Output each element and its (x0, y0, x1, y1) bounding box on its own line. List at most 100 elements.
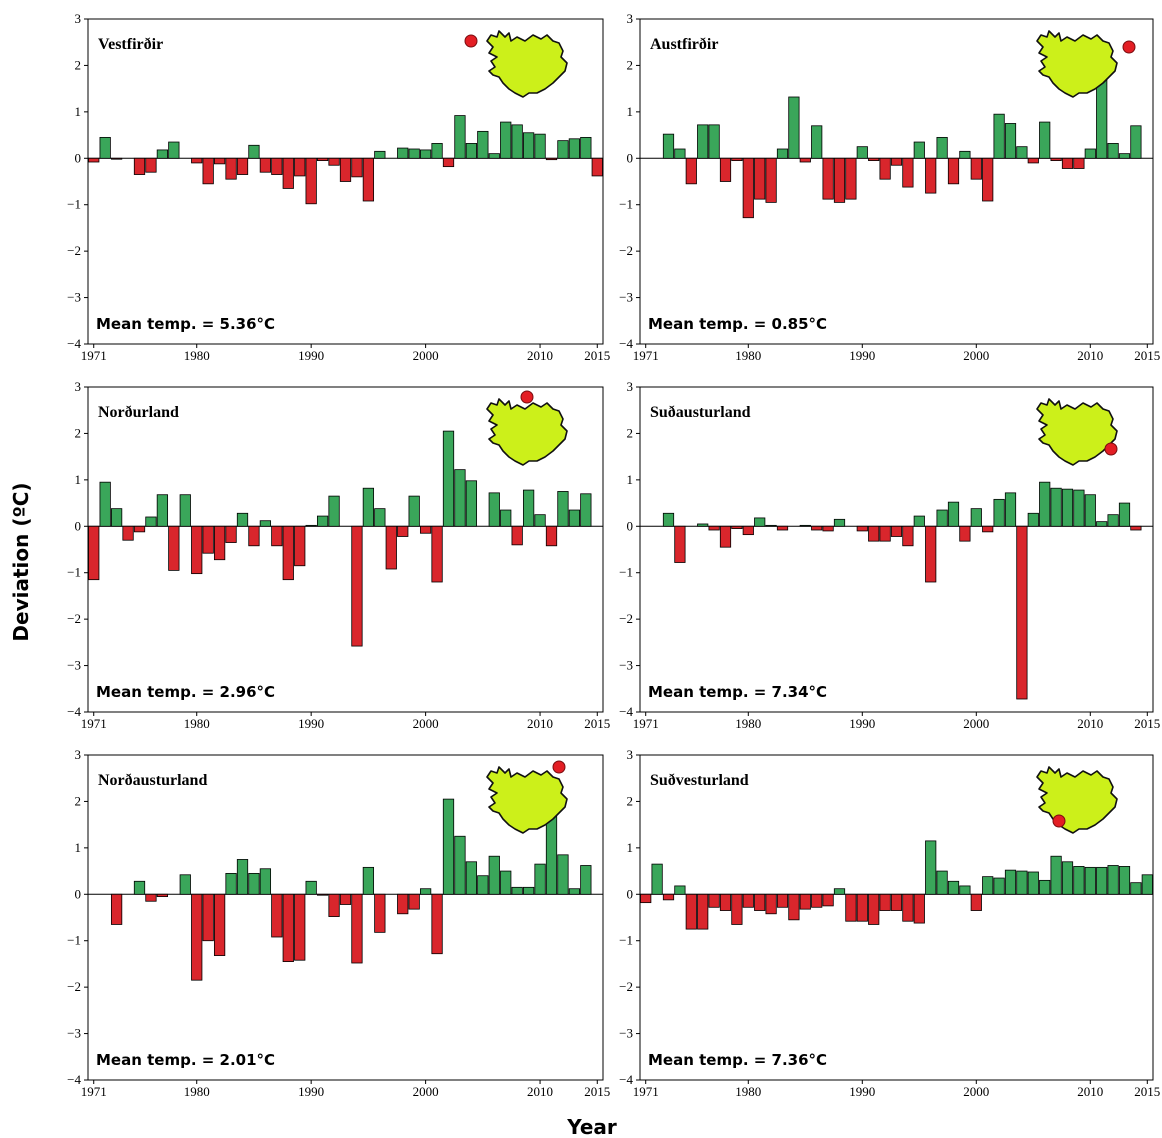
y-tick-label: 0 (75, 886, 82, 901)
bar (811, 893, 823, 908)
bar (202, 157, 214, 185)
location-dot-icon (520, 390, 534, 404)
bar (1107, 514, 1119, 527)
y-tick-label: −3 (67, 658, 81, 673)
location-dot-icon (1122, 40, 1136, 54)
bar (822, 525, 834, 532)
x-tick-label: 2000 (963, 348, 989, 363)
bar (202, 893, 214, 942)
x-tick-label: 1980 (735, 716, 761, 731)
bar (557, 140, 569, 159)
bar (674, 148, 686, 159)
bar (351, 893, 363, 964)
bar (1004, 123, 1017, 159)
bar (640, 893, 652, 904)
iceland-map-icon (1036, 398, 1118, 466)
bar (1016, 146, 1028, 159)
x-tick-label: 1990 (849, 716, 875, 731)
bar (902, 525, 914, 547)
bar (913, 141, 925, 159)
y-tick-label: 2 (75, 425, 82, 440)
y-tick-label: −2 (67, 611, 81, 626)
bar (1027, 871, 1039, 895)
bar (442, 157, 455, 168)
bar (339, 157, 352, 182)
bar (685, 157, 697, 185)
bar (465, 143, 478, 159)
bar (856, 525, 868, 532)
bar (697, 523, 709, 527)
bar (522, 886, 535, 895)
bar (788, 893, 800, 921)
y-tick-label: 0 (75, 150, 82, 165)
bar (500, 870, 512, 895)
bar (1107, 865, 1119, 895)
bar (697, 893, 709, 930)
bar (362, 866, 375, 895)
bar (902, 157, 914, 188)
bar (1039, 879, 1051, 895)
bar (248, 525, 260, 547)
bar (522, 489, 535, 527)
bar (294, 157, 306, 177)
bar (580, 493, 592, 527)
bar (248, 872, 260, 895)
bar (305, 880, 317, 895)
bar (145, 157, 157, 173)
bar (982, 157, 994, 202)
bar (811, 525, 823, 531)
y-tick-label: 2 (75, 793, 82, 808)
x-tick-label: 1990 (849, 348, 875, 363)
bar (947, 157, 960, 185)
bar (731, 157, 743, 162)
y-tick-label: −3 (67, 290, 81, 305)
y-tick-label: −1 (619, 933, 633, 948)
bar (179, 494, 191, 527)
bar (1016, 525, 1028, 700)
bar (674, 885, 686, 895)
y-tick-label: 3 (75, 747, 82, 762)
x-tick-label: 2010 (1077, 1084, 1103, 1099)
bar (1118, 866, 1131, 895)
bar (708, 893, 720, 908)
bar (236, 859, 249, 895)
y-tick-label: −4 (67, 336, 81, 351)
x-tick-label: 2010 (1077, 348, 1103, 363)
region-title: Norðurland (98, 404, 179, 421)
bar (488, 492, 500, 527)
bar (362, 157, 375, 202)
bar (868, 525, 880, 542)
y-tick-label: 2 (627, 57, 634, 72)
bar (156, 149, 169, 159)
bar (110, 157, 123, 160)
bar (982, 876, 994, 895)
bar (742, 893, 754, 908)
y-tick-label: −1 (619, 197, 633, 212)
bar (993, 113, 1005, 159)
y-tick-label: −4 (619, 1072, 633, 1087)
y-tick-label: 3 (75, 11, 82, 26)
bar (811, 125, 823, 159)
x-tick-label: 2000 (413, 1084, 439, 1099)
bar (88, 157, 100, 163)
bar (754, 893, 766, 911)
bar (408, 495, 420, 527)
bar (993, 877, 1005, 895)
bar (374, 893, 386, 933)
bar (202, 525, 214, 554)
bar (511, 886, 523, 895)
bar (1118, 153, 1131, 159)
bar (156, 893, 169, 898)
region-title: Austfirðir (650, 36, 718, 53)
x-tick-label: 1971 (633, 1084, 659, 1099)
region-title: Norðausturland (98, 772, 207, 789)
y-tick-label: 1 (75, 840, 82, 855)
x-tick-label: 2015 (584, 716, 610, 731)
bar (271, 893, 283, 938)
y-tick-label: 1 (627, 840, 634, 855)
bar (788, 96, 800, 159)
